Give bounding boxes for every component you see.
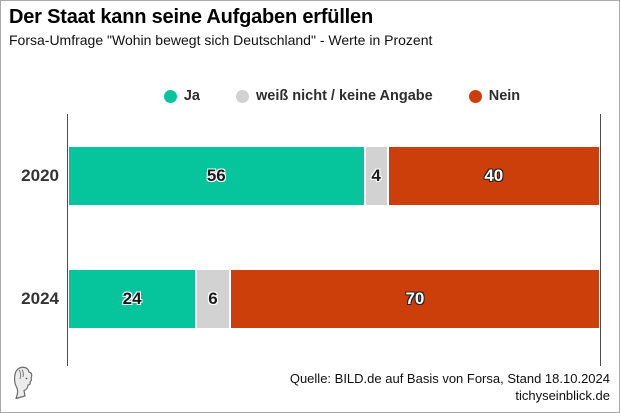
- category-label: 2024: [21, 289, 59, 308]
- legend-dot-icon: [468, 89, 482, 103]
- legend: Ja weiß nicht / keine Angabe Nein: [1, 88, 619, 104]
- chart-subtitle: Forsa-Umfrage "Wohin bewegt sich Deutsch…: [9, 32, 433, 48]
- legend-label: weiß nicht / keine Angabe: [256, 88, 433, 104]
- bar-row-2020: 2020 56 4 40: [21, 147, 600, 205]
- category-label: 2020: [21, 166, 59, 185]
- bar-row-2024: 2024 24 6 70: [21, 270, 599, 328]
- legend-label: Nein: [488, 88, 521, 104]
- footer-source: Quelle: BILD.de auf Basis von Forsa, Sta…: [290, 371, 610, 404]
- bar-value-label: 40: [484, 166, 504, 185]
- bar-value-label: 4: [371, 166, 381, 185]
- bar-segment: 4: [365, 147, 387, 205]
- classical-head-logo: [11, 366, 35, 405]
- bar-value-label: 24: [122, 289, 142, 308]
- bar-value-label: 56: [206, 166, 226, 185]
- bar-segment: 70: [230, 270, 599, 328]
- legend-item: Ja: [163, 88, 200, 104]
- legend-item: weiß nicht / keine Angabe: [236, 88, 433, 104]
- legend-dot-icon: [163, 89, 177, 103]
- stacked-bar: 56 4 40: [69, 147, 600, 205]
- legend-dot-icon: [236, 89, 249, 103]
- bar-segment: 56: [69, 147, 364, 205]
- bar-segment: 24: [69, 270, 196, 328]
- chart-title: Der Staat kann seine Aufgaben erfüllen: [9, 6, 373, 28]
- plot-area: 2020 56 4 40 2024 24 6 70: [21, 114, 601, 366]
- site-text: tichyseinblick.de: [515, 387, 610, 403]
- bar-value-label: 70: [405, 289, 425, 308]
- source-text: Quelle: BILD.de auf Basis von Forsa, Sta…: [289, 371, 610, 386]
- bar-segment: 40: [388, 147, 600, 205]
- bar-value-label: 6: [208, 289, 218, 308]
- legend-item: Nein: [468, 88, 521, 104]
- stacked-bar: 24 6 70: [69, 270, 599, 328]
- legend-label: Ja: [183, 88, 200, 104]
- bar-segment: 6: [197, 270, 229, 328]
